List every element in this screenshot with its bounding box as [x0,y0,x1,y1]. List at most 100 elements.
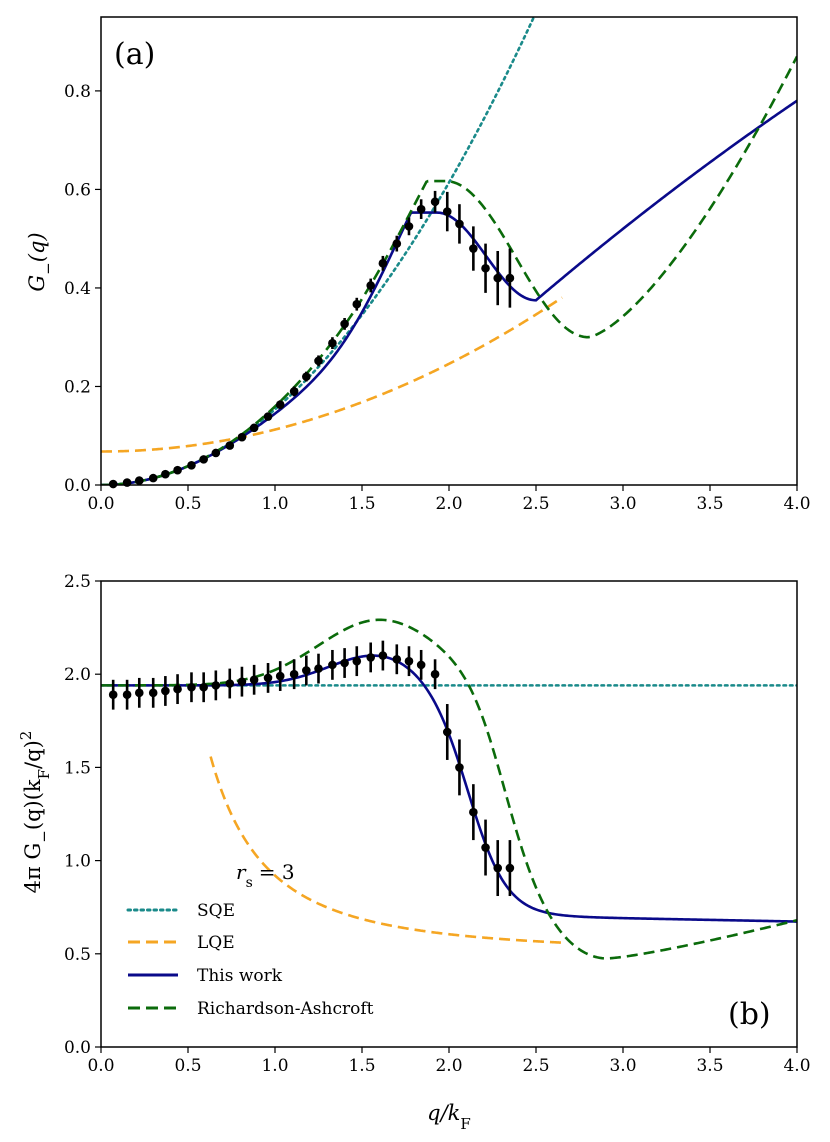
data-point [340,648,349,678]
data-point [249,423,259,433]
legend: rs = 3 SQE LQE This work Richardson-Ashcr… [126,860,374,1019]
data-point [173,674,182,705]
data-marker [366,281,376,290]
data-marker [455,219,464,229]
data-marker [148,688,158,698]
data-point [455,204,464,244]
panel-b-ylabel: 4π G−(q)(kF/q)2 [17,731,53,894]
data-marker [148,473,158,483]
data-point [302,371,311,382]
data-marker [289,669,299,679]
x-tick-label: 3.5 [696,1056,723,1076]
data-marker [187,460,196,470]
data-point [263,663,273,693]
ya-sub: − [39,262,57,275]
curve-b-this-work [101,654,797,923]
x-tick-label: 0.0 [87,1056,114,1076]
data-point [187,672,196,703]
x-tick-label: 2.0 [435,1056,462,1076]
curve-a-richardson-ashcroft [101,55,797,485]
data-point [289,659,299,690]
panel-b-data-points [108,640,515,897]
data-marker [493,273,503,283]
panel-a-ticks: 0.0 0.5 1.0 1.5 2.0 2.5 3.0 3.5 4.0 0.0 0.2 0.4 0.6 0… [64,82,811,514]
data-marker [505,863,515,873]
data-marker [392,654,402,664]
data-point [340,317,349,330]
data-marker [430,669,440,679]
curve-a-this-work [101,99,797,485]
panel-a-data-points [108,190,515,489]
data-marker [289,387,299,396]
data-point [237,666,247,697]
data-marker [211,448,221,458]
x-sub: F [460,1115,470,1133]
y-tick-label: 1.0 [64,852,91,872]
x-tick-label: 3.0 [609,494,636,514]
data-point [211,448,221,458]
x-tick-label: 2.5 [522,1056,549,1076]
data-point [469,226,478,271]
data-point [148,677,158,708]
y-tick-label: 2.0 [64,665,91,685]
rs-annotation: rs = 3 [236,860,295,891]
data-marker [173,465,182,475]
data-point [249,664,259,695]
data-marker [263,673,273,683]
data-point [505,840,515,897]
data-marker [469,244,478,253]
data-marker [134,688,144,698]
data-point [392,644,402,675]
data-point [481,243,490,293]
data-point [211,670,221,701]
data-point [122,679,132,710]
data-marker [161,469,170,479]
data-point [302,655,311,686]
data-point [275,661,285,691]
data-marker [302,372,311,381]
x-tick-label: 4.0 [783,494,810,514]
data-point [237,432,247,442]
yb-sub2: F [35,769,53,779]
data-marker [416,660,426,670]
panel-a-chart: 0.0 0.5 1.0 1.5 2.0 2.5 3.0 3.5 4.0 0.0 0.2 0.4 0.6 0… [25,16,811,514]
x-tick-label: 3.0 [609,1056,636,1076]
curve-a-lqe [101,296,563,453]
data-marker [263,412,273,421]
data-marker [134,476,144,485]
data-marker [314,356,323,366]
data-marker [505,273,515,283]
data-marker [225,679,235,688]
y-tick-label: 1.5 [64,758,91,778]
y-tick-label: 2.5 [64,572,91,592]
data-marker [493,863,503,873]
data-marker [249,675,259,685]
data-point [134,476,144,485]
data-marker [481,263,490,273]
y-tick-label: 0.8 [64,82,91,102]
curve-b-lqe [209,756,563,944]
data-point [430,190,440,213]
data-point [455,739,464,796]
panel-a-frame [100,16,798,486]
data-point [328,337,337,350]
x-tick-label: 0.0 [87,494,114,514]
panel-b-tag: (b) [728,997,771,1032]
yb-sup: 2 [17,731,35,741]
x-tick-label: 2.5 [522,494,549,514]
data-marker [161,686,170,696]
data-marker [352,656,362,666]
rs-label: r [236,860,247,884]
panel-b-ticks: 0.0 0.5 1.0 1.5 2.0 2.5 3.0 3.5 4.0 0.0 0.5 1.0 1.5 2… [64,572,811,1076]
data-point [505,248,515,308]
yb-pre: 4π G [21,843,45,894]
data-point [173,465,182,475]
x-tick-label: 3.5 [696,494,723,514]
data-marker [199,455,208,464]
data-marker [302,666,311,675]
y-tick-label: 0.0 [64,476,91,496]
yb-mid: (q)(k [21,779,45,830]
data-point [416,649,426,680]
data-marker [469,807,478,817]
data-point [493,251,503,306]
